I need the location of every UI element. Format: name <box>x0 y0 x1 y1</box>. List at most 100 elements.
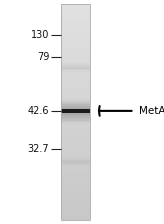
Bar <box>61 160 90 162</box>
Bar <box>61 212 90 214</box>
Bar <box>61 144 90 146</box>
Bar <box>61 54 90 56</box>
Bar <box>61 94 90 96</box>
Bar <box>61 207 90 209</box>
Bar <box>61 201 90 203</box>
Bar <box>61 27 90 30</box>
Bar <box>61 61 90 64</box>
Bar <box>61 142 90 144</box>
Bar <box>61 69 90 71</box>
Bar <box>61 110 90 112</box>
Text: 42.6: 42.6 <box>28 106 49 116</box>
Bar <box>61 151 90 153</box>
Bar <box>61 156 90 159</box>
Bar <box>61 158 90 160</box>
Bar <box>61 58 90 60</box>
Bar <box>61 56 90 58</box>
Bar <box>61 215 90 218</box>
Bar <box>61 60 90 62</box>
Bar <box>61 99 90 101</box>
Bar <box>61 217 90 220</box>
Bar <box>61 76 90 78</box>
Bar <box>61 74 90 76</box>
Bar <box>61 13 90 15</box>
Bar <box>61 164 90 166</box>
Bar <box>61 88 90 90</box>
Bar <box>61 135 90 137</box>
Bar <box>61 86 90 89</box>
Bar <box>61 129 90 132</box>
Bar <box>61 31 90 33</box>
Bar <box>61 189 90 191</box>
Bar <box>61 121 90 123</box>
Bar <box>61 104 90 107</box>
Bar <box>61 52 90 55</box>
Bar <box>61 4 90 220</box>
Bar <box>61 214 90 216</box>
Bar <box>61 153 90 155</box>
Bar <box>61 42 90 44</box>
Bar <box>61 106 90 108</box>
Bar <box>61 165 90 168</box>
Bar <box>61 149 90 151</box>
Bar <box>61 113 90 116</box>
Bar <box>61 29 90 31</box>
Bar <box>61 122 90 125</box>
Bar <box>61 192 90 194</box>
Bar <box>61 11 90 13</box>
Bar <box>61 176 90 178</box>
Bar <box>61 178 90 180</box>
Bar <box>61 9 90 12</box>
Bar <box>61 131 90 134</box>
Bar <box>61 203 90 205</box>
Bar <box>61 208 90 211</box>
Bar <box>61 181 90 184</box>
Bar <box>61 171 90 173</box>
Bar <box>61 172 90 175</box>
Bar <box>61 138 90 141</box>
Bar <box>61 196 90 198</box>
Bar <box>61 174 90 177</box>
Bar <box>61 51 90 53</box>
Bar <box>61 83 90 85</box>
Bar <box>61 119 90 121</box>
Bar <box>61 79 90 82</box>
Bar <box>61 43 90 46</box>
Bar <box>61 187 90 189</box>
Bar <box>61 205 90 207</box>
Bar <box>61 108 90 110</box>
Bar <box>61 78 90 80</box>
Text: MetAP-2: MetAP-2 <box>139 106 164 116</box>
Bar <box>61 20 90 22</box>
Bar <box>61 108 90 113</box>
Text: 130: 130 <box>31 30 49 40</box>
Bar <box>61 63 90 65</box>
Bar <box>61 103 90 105</box>
Bar <box>61 26 90 28</box>
Bar <box>61 33 90 35</box>
Bar <box>61 115 90 117</box>
Bar <box>61 147 90 150</box>
Bar <box>61 124 90 126</box>
Bar <box>61 190 90 193</box>
Bar <box>61 85 90 87</box>
Bar <box>61 67 90 69</box>
Bar <box>61 34 90 37</box>
Bar <box>61 185 90 187</box>
Text: 32.7: 32.7 <box>28 144 49 154</box>
Bar <box>61 183 90 185</box>
Bar <box>61 70 90 73</box>
Bar <box>61 72 90 74</box>
Bar <box>61 169 90 171</box>
Bar <box>61 38 90 40</box>
Bar <box>61 137 90 139</box>
Bar <box>61 97 90 99</box>
Bar <box>61 36 90 39</box>
Bar <box>61 40 90 42</box>
Bar <box>61 4 90 6</box>
Bar <box>61 81 90 83</box>
Bar <box>61 8 90 10</box>
Bar <box>61 45 90 47</box>
Bar <box>61 210 90 212</box>
Bar <box>61 180 90 182</box>
